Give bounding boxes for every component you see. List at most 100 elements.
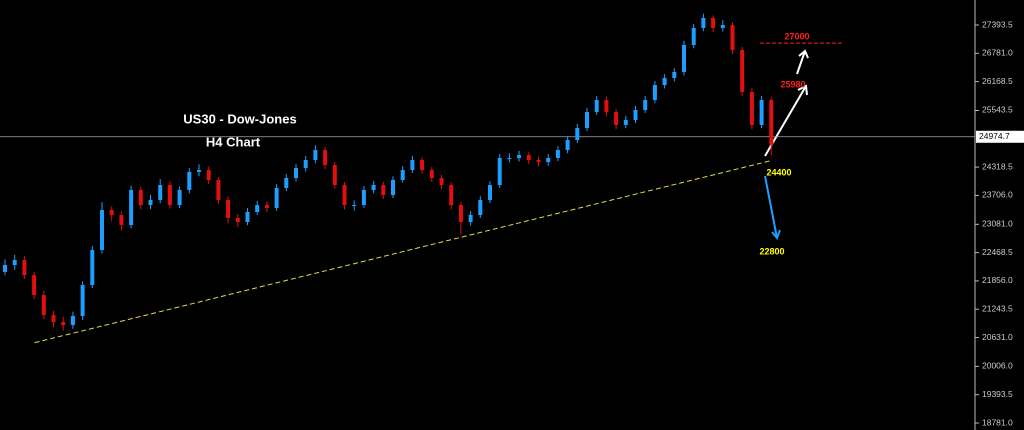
candle-body	[623, 119, 628, 125]
y-tick-label: 23081.0	[982, 219, 1013, 229]
candle-body	[497, 158, 502, 186]
candle-body	[187, 171, 192, 191]
candle-body	[22, 260, 27, 276]
candle-body	[740, 50, 745, 93]
candle-body	[323, 150, 328, 166]
candle-body	[332, 165, 337, 186]
candle-body	[226, 199, 231, 219]
candle-body	[216, 179, 221, 200]
candle-body	[507, 158, 512, 160]
candle-body	[701, 18, 706, 28]
candle-body	[391, 179, 395, 196]
candle-body	[70, 316, 75, 326]
candle-body	[449, 185, 454, 206]
candle-body	[148, 199, 153, 206]
candle-body	[594, 100, 599, 113]
candle-body	[633, 110, 638, 120]
candle-body	[119, 215, 124, 225]
candle-body	[546, 158, 551, 163]
candle-body	[80, 285, 85, 317]
candle-body	[575, 127, 580, 141]
trendline	[34, 160, 772, 344]
candle-body	[361, 190, 366, 206]
candle-body	[720, 25, 725, 28]
y-tick-label: 25543.5	[982, 105, 1013, 115]
candle-body	[61, 322, 66, 326]
candle-body	[100, 210, 104, 250]
candle-body	[255, 205, 260, 213]
candle-body	[759, 100, 764, 125]
y-tick-label: 19393.5	[982, 389, 1013, 399]
arrow	[796, 50, 806, 75]
candle-body	[769, 100, 774, 145]
y-tick-label: 18781.0	[982, 417, 1013, 427]
candle-body	[643, 100, 648, 111]
candle-body	[342, 185, 347, 206]
candle-body	[400, 169, 405, 180]
candle-body	[585, 112, 589, 128]
arrow-head	[797, 84, 808, 96]
y-tick-label: 23706.0	[982, 190, 1013, 200]
arrow	[764, 175, 778, 239]
candle-body	[662, 77, 667, 86]
arrow-head	[798, 49, 809, 59]
y-tick-label: 24318.5	[982, 161, 1013, 171]
candle-body	[468, 215, 473, 222]
candle-body	[429, 169, 434, 178]
candle-body	[129, 190, 134, 225]
candle-body	[167, 185, 172, 206]
candle-body	[197, 169, 201, 172]
candle-body	[672, 71, 677, 78]
candle-body	[90, 249, 95, 286]
y-tick-label: 21856.0	[982, 275, 1013, 285]
candle-body	[12, 260, 17, 266]
candle-body	[235, 218, 240, 222]
candle-body	[313, 150, 318, 161]
candle-body	[264, 205, 269, 208]
candle-body	[3, 265, 7, 272]
current-price-box	[976, 130, 1024, 143]
y-tick-label: 22468.5	[982, 247, 1013, 257]
current-price-label: 24974.7	[979, 131, 1010, 141]
candle-body	[109, 210, 114, 216]
candle-body	[555, 150, 560, 159]
candle-body	[478, 199, 483, 216]
candle-body	[614, 112, 619, 125]
candle-body	[604, 100, 609, 113]
y-tick-label: 26781.0	[982, 48, 1013, 58]
candle-body	[517, 155, 522, 159]
candle-body	[138, 190, 143, 206]
candle-body	[352, 205, 357, 207]
candle-body	[458, 205, 463, 222]
candle-body	[410, 160, 415, 170]
candle-body	[749, 92, 754, 125]
candle-body	[565, 140, 570, 151]
level-label: 22800	[759, 247, 784, 257]
candle-body	[652, 85, 657, 101]
candle-body	[371, 185, 376, 191]
candle-body	[206, 169, 211, 180]
candle-body	[420, 160, 425, 170]
candle-body	[691, 27, 696, 45]
y-tick-label: 20631.0	[982, 332, 1013, 342]
candle-body	[536, 160, 541, 163]
candle-body	[32, 275, 37, 296]
candle-body	[177, 190, 182, 206]
candle-body	[294, 168, 298, 178]
candle-body	[682, 44, 686, 72]
y-tick-label: 27393.5	[982, 19, 1013, 29]
candle-body	[158, 185, 163, 200]
level-label: 27000	[784, 32, 809, 42]
y-tick-label: 26168.5	[982, 76, 1013, 86]
level-label: 24400	[766, 168, 791, 178]
arrow-head	[771, 229, 781, 240]
candle-body	[711, 18, 716, 28]
candle-body	[381, 185, 386, 196]
chart-subtitle: H4 Chart	[206, 134, 261, 149]
y-tick-label: 21243.5	[982, 303, 1013, 313]
candle-body	[245, 212, 250, 222]
candle-body	[439, 177, 444, 186]
candle-body	[51, 315, 56, 323]
candle-body	[41, 295, 46, 316]
